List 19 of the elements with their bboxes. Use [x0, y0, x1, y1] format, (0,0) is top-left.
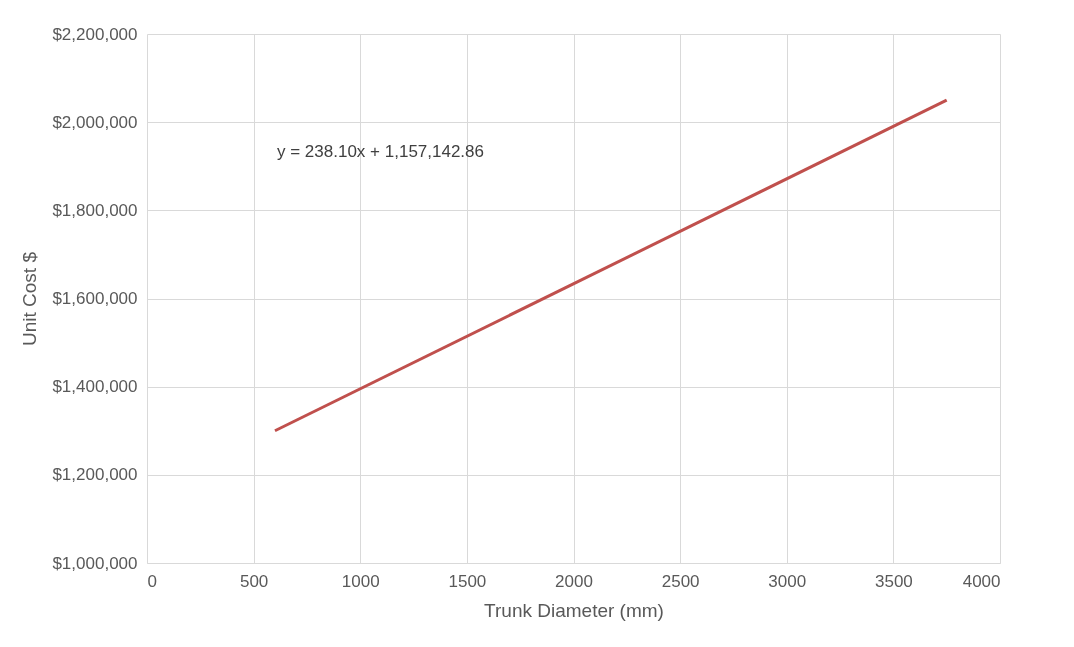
x-tick-label: 3500: [874, 571, 913, 591]
y-tick-label: $2,200,000: [52, 24, 138, 44]
x-tick-label: 4000: [962, 571, 1001, 591]
x-tick-label: 2500: [661, 571, 700, 591]
x-tick-label: 1000: [341, 571, 380, 591]
y-tick-label: $2,000,000: [52, 112, 138, 132]
annotation: y = 238.10x + 1,157,142.86: [277, 142, 485, 161]
y-tick-label: $1,400,000: [52, 377, 138, 397]
y-tick-label: $1,800,000: [52, 200, 138, 220]
y-axis-title: Unit Cost $: [19, 251, 41, 346]
x-tick-label: 0: [147, 571, 157, 591]
y-tick-label: $1,000,000: [52, 553, 138, 573]
x-tick-label: 1500: [448, 571, 487, 591]
x-tick-label: 2000: [555, 571, 593, 591]
x-tick-label: 500: [239, 571, 269, 591]
x-tick-label: 3000: [768, 571, 807, 591]
y-tick-label: $1,200,000: [52, 465, 138, 485]
y-tick-label: $1,600,000: [52, 289, 138, 308]
x-axis-title: Trunk Diameter (mm): [484, 599, 664, 621]
